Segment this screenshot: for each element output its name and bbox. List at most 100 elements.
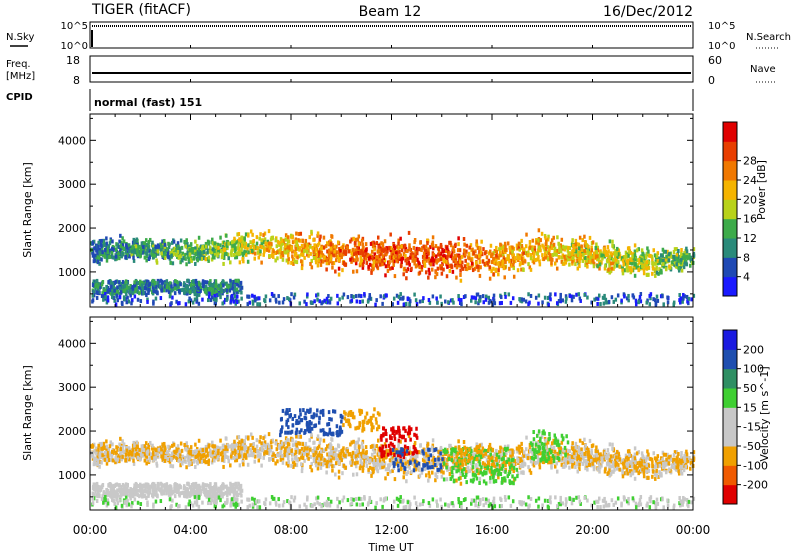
power-cell	[650, 292, 653, 296]
power-cell	[455, 254, 458, 258]
power-cell	[535, 296, 538, 300]
velocity-cell	[258, 458, 261, 462]
velocity-cell	[256, 438, 259, 442]
power-cell	[427, 276, 430, 280]
y-tick-label: 3000	[58, 178, 86, 191]
power-cell	[316, 298, 319, 302]
velocity-cell	[178, 449, 181, 453]
power-cell	[171, 296, 174, 300]
power-cell	[388, 260, 391, 264]
power-cell	[456, 265, 459, 269]
colorbar-swatch	[723, 122, 737, 142]
power-cell	[101, 294, 104, 298]
velocity-cell	[460, 482, 463, 486]
power-cell	[381, 302, 384, 306]
power-cell	[284, 244, 287, 248]
power-cell	[310, 301, 313, 305]
power-cell	[236, 295, 239, 299]
power-cell	[185, 302, 188, 306]
power-cell	[454, 243, 457, 247]
power-cell	[124, 284, 127, 288]
power-cell	[596, 264, 599, 268]
power-cell	[316, 253, 319, 257]
power-cell	[248, 295, 251, 299]
power-cell	[622, 259, 625, 263]
power-cell	[437, 253, 440, 257]
power-cell	[675, 256, 678, 260]
power-cell	[614, 258, 617, 262]
power-cell	[580, 244, 583, 248]
power-cell	[306, 250, 309, 254]
power-cell	[138, 245, 141, 249]
power-cell	[665, 255, 668, 259]
power-cell	[463, 249, 466, 253]
power-cell	[115, 255, 118, 259]
power-cell	[365, 242, 368, 246]
power-cell	[578, 260, 581, 264]
power-cell	[256, 235, 259, 239]
power-cell	[517, 255, 520, 259]
velocity-cell	[680, 455, 683, 459]
power-cell	[563, 246, 566, 250]
power-cell	[431, 243, 434, 247]
power-cell	[206, 280, 209, 284]
power-cell	[266, 248, 269, 252]
power-cell	[405, 302, 408, 306]
power-cell	[500, 295, 503, 299]
colorbar-tick-label: 8	[743, 251, 750, 264]
power-cell	[104, 248, 107, 252]
power-cell	[217, 246, 220, 250]
power-cell	[459, 260, 462, 264]
power-cell	[343, 292, 346, 296]
velocity-cell	[637, 471, 640, 475]
power-cell	[198, 248, 201, 252]
velocity-cell	[356, 461, 359, 465]
y-tick-label: 1000	[58, 266, 86, 279]
power-cell	[100, 239, 103, 243]
power-cell	[96, 279, 99, 283]
power-cell	[265, 294, 268, 298]
velocity-cell	[463, 440, 466, 444]
power-cell	[104, 255, 107, 259]
power-cell	[567, 246, 570, 250]
power-cell	[338, 297, 341, 301]
power-cell	[480, 250, 483, 254]
power-cell	[608, 300, 611, 304]
power-cell	[362, 263, 365, 267]
velocity-cell	[372, 467, 375, 471]
power-cell	[612, 261, 615, 265]
power-cell	[310, 230, 313, 234]
power-cell	[571, 298, 574, 302]
power-cell	[547, 303, 550, 307]
velocity-cell	[647, 453, 650, 457]
power-cell	[142, 288, 145, 292]
power-cell	[144, 256, 147, 260]
power-cell	[549, 297, 552, 301]
nsky-bottom-tick: 10^0	[61, 41, 88, 52]
power-cell	[215, 289, 218, 293]
velocity-cell	[530, 459, 533, 463]
power-cell	[234, 288, 237, 292]
power-cell	[222, 262, 225, 266]
velocity-cell	[556, 470, 559, 474]
power-cell	[348, 249, 351, 253]
power-cell	[268, 229, 271, 233]
power-cell	[185, 285, 188, 289]
power-cell	[631, 268, 634, 272]
power-colorbar-label: Power [dB]	[755, 160, 768, 220]
power-cell	[164, 252, 167, 256]
power-cell	[530, 294, 533, 298]
power-cell	[675, 262, 678, 266]
power-cell	[667, 258, 670, 262]
power-cell	[379, 294, 382, 298]
power-cell	[183, 240, 186, 244]
power-cell	[92, 283, 95, 287]
power-cell	[295, 252, 298, 256]
power-cell	[499, 250, 502, 254]
power-cell	[653, 248, 656, 252]
velocity-cell	[342, 448, 345, 452]
power-cell	[236, 300, 239, 304]
power-cell	[243, 250, 246, 254]
power-cell	[413, 293, 416, 297]
power-cell	[291, 254, 294, 258]
